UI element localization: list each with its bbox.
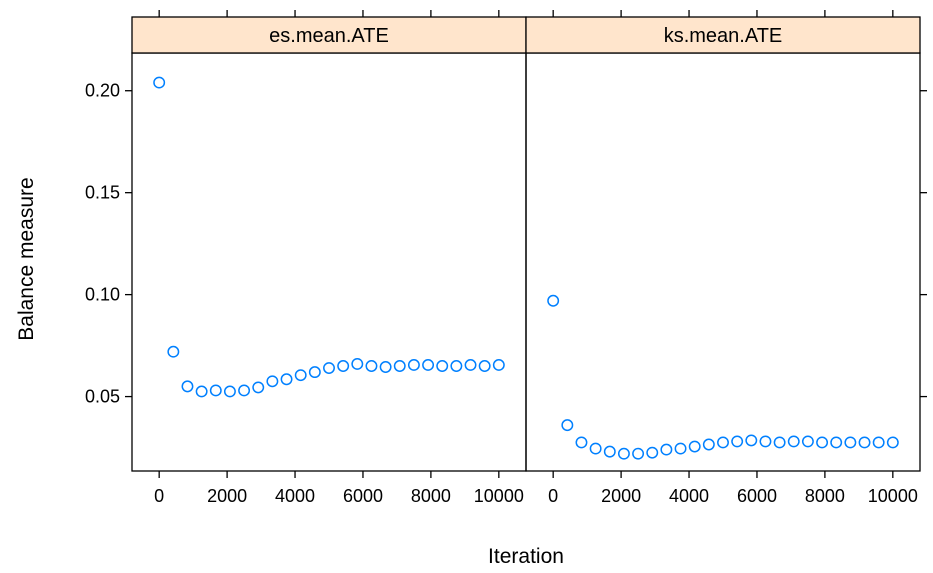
data-point [646,446,659,459]
data-point [773,436,786,449]
data-point [731,435,744,448]
x-tick-label: 2000 [207,486,247,506]
data-point [379,361,392,373]
panel-1: ks.mean.ATE 0 2000 4000 6000 8000 10000 [525,10,921,506]
data-point [153,76,166,89]
panel-strip [525,16,921,54]
strip-label: es.mean.ATE [269,25,389,47]
data-point [717,436,729,449]
data-point [393,360,406,372]
y-tick-label: 0.05 [85,387,120,407]
data-point [830,436,843,449]
data-point [436,360,449,372]
data-point [323,362,335,374]
data-point [547,294,560,307]
panel-strip [131,16,527,54]
data-point [575,436,588,449]
data-point [294,369,307,382]
x-tick-label: 0 [154,486,164,506]
data-point [561,419,574,432]
data-point [308,366,321,379]
panel-frame [525,52,921,472]
data-point [872,436,885,449]
data-point [660,443,673,456]
data-point [238,384,251,397]
data-point [478,360,491,372]
y-tick-label: 0.15 [85,183,120,203]
data-point [167,345,180,358]
panel-0: es.mean.ATE 0 2000 4000 6000 8000 10000 [131,10,527,506]
strip-label: ks.mean.ATE [664,25,783,47]
y-axis: 0.05 0.10 0.15 0.20 [85,81,927,407]
data-point [759,435,772,448]
data-point [589,442,602,455]
data-point [492,359,505,371]
data-point [351,358,364,370]
data-point [787,435,800,448]
data-point [223,385,236,398]
data-point [886,436,899,449]
x-tick-label: 4000 [275,486,315,506]
x-tick-label: 6000 [343,486,383,506]
x-tick-label: 8000 [411,486,451,506]
data-point [181,380,194,393]
data-point [801,435,814,448]
data-point [603,445,616,458]
x-tick-label: 2000 [601,486,641,506]
data-point [195,385,208,398]
y-axis-title: Balance measure [15,177,38,340]
data-point [365,360,378,372]
data-point [464,359,477,371]
x-tick-label: 4000 [669,486,709,506]
data-point [688,440,701,453]
data-point [266,375,279,388]
data-point [844,436,857,449]
x-tick-label: 0 [548,486,558,506]
x-tick-label: 10000 [474,486,524,506]
x-tick-label: 6000 [737,486,777,506]
data-point [674,442,687,455]
data-point [209,384,222,397]
data-point [337,360,350,372]
y-tick-label: 0.20 [85,81,120,101]
data-point [450,360,463,372]
x-axis-title: Iteration [488,545,564,568]
x-tick-label: 8000 [805,486,845,506]
x-tick-label: 10000 [868,486,918,506]
data-point [702,438,715,451]
data-point [422,359,435,371]
data-point [745,434,758,447]
data-point [407,359,420,371]
data-point [858,436,871,449]
data-point [252,381,265,394]
data-point [617,447,630,460]
y-tick-label: 0.10 [85,285,120,305]
data-point [632,447,645,460]
data-point [280,373,293,386]
data-point [816,436,829,449]
panel-frame [131,52,527,472]
